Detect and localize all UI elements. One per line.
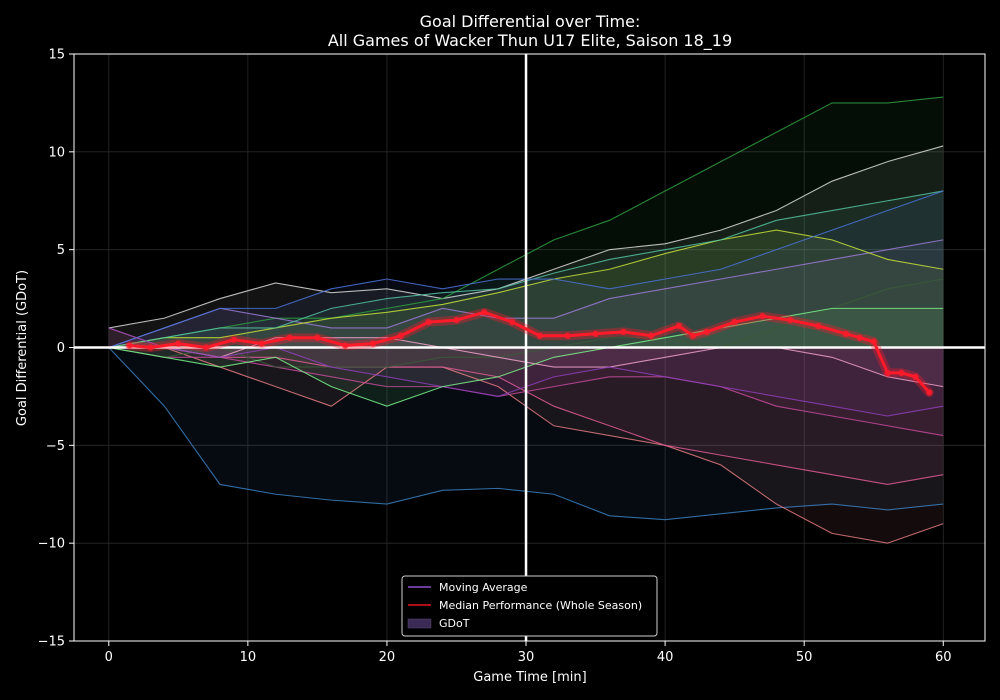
median-line: [128, 310, 931, 395]
legend-gdot-swatch: [407, 618, 432, 629]
median-point: [856, 334, 864, 341]
median-point: [703, 328, 711, 336]
x-tick-label: 30: [518, 650, 535, 665]
y-tick-label: −10: [38, 537, 65, 552]
median-point: [202, 344, 210, 351]
y-tick-label: 15: [48, 48, 65, 63]
median-point: [689, 332, 697, 339]
median-point: [787, 316, 794, 324]
median-point: [620, 328, 627, 336]
median-point: [814, 322, 822, 330]
median-performance-series: [125, 307, 934, 398]
x-tick-label: 50: [796, 650, 813, 665]
median-point: [481, 309, 488, 316]
y-tick-label: −5: [46, 439, 65, 454]
gdot-band: [108, 327, 944, 544]
y-axis-label: Goal Differential (GDoT): [15, 270, 30, 426]
median-point: [592, 330, 599, 338]
x-tick-label: 60: [935, 650, 952, 665]
median-point: [286, 334, 293, 341]
gdot-band: [108, 190, 944, 348]
legend: Moving Average Median Performance (Whole…: [401, 575, 658, 637]
median-point: [342, 342, 349, 349]
median-point: [425, 318, 432, 326]
x-tick-label: 20: [379, 650, 396, 665]
y-tick-label: −15: [38, 635, 65, 650]
gdot-band: [108, 145, 944, 348]
median-point: [314, 334, 321, 341]
x-tick-label: 40: [657, 650, 674, 665]
median-point: [397, 332, 405, 339]
x-axis-label: Game Time [min]: [473, 670, 586, 685]
median-point: [230, 336, 238, 343]
median-point: [759, 312, 766, 320]
gdot-band: [108, 347, 944, 485]
median-point: [884, 369, 891, 377]
median-point: [647, 332, 655, 339]
median-point: [175, 340, 182, 347]
median-point: [675, 322, 683, 330]
y-tick-label: 0: [57, 341, 65, 356]
chart-title-line1: Goal Differential over Time:: [420, 12, 641, 31]
y-tick-label: 10: [48, 145, 65, 160]
median-point: [731, 318, 738, 326]
gdot-band: [108, 190, 944, 348]
median-point: [564, 332, 571, 339]
median-point: [258, 340, 265, 347]
median-point: [898, 369, 905, 377]
gdot-band: [108, 97, 944, 348]
median-point: [508, 318, 516, 326]
median-point: [453, 316, 460, 324]
legend-median-label: Median Performance (Whole Season): [439, 599, 642, 612]
chart-title-line2: All Games of Wacker Thun U17 Elite, Sais…: [328, 31, 732, 51]
legend-moving-average-label: Moving Average: [439, 581, 528, 594]
median-point: [536, 332, 544, 339]
x-tick-label: 10: [240, 650, 257, 665]
legend-gdot-label: GDoT: [439, 617, 470, 630]
median-point: [369, 340, 377, 347]
median-point: [126, 342, 133, 349]
median-point: [926, 389, 933, 396]
median-point: [842, 330, 850, 338]
median-point: [912, 373, 919, 381]
y-tick-label: 5: [57, 243, 65, 258]
gdot-band: [108, 279, 944, 368]
median-point: [147, 344, 154, 351]
reference-lines: [74, 54, 985, 641]
axis-ticks: 0 10 20 30 40 50 60 −15 −10 −5 0 5 10 15: [38, 48, 952, 666]
x-tick-label: 0: [105, 650, 113, 665]
median-point: [870, 338, 877, 345]
legend-box: [401, 575, 658, 637]
